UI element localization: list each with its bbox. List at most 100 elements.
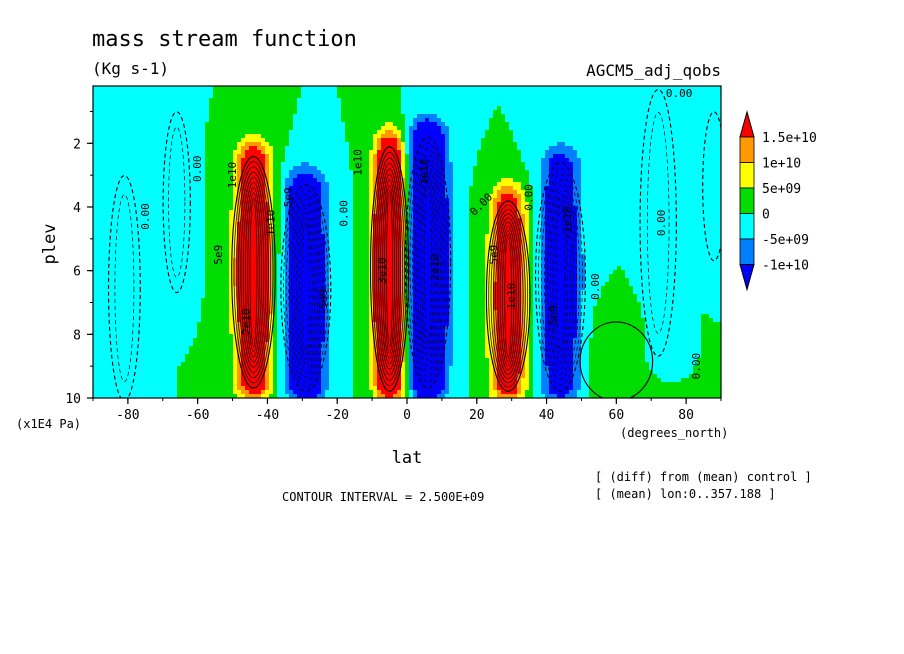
field-cell xyxy=(237,278,270,283)
field-cell xyxy=(317,394,326,398)
field-cell xyxy=(577,214,582,219)
contour-line xyxy=(376,163,403,376)
field-cell xyxy=(409,278,414,283)
field-cell xyxy=(577,250,582,255)
field-cell xyxy=(409,150,414,155)
field-cell xyxy=(273,154,286,159)
field-cell xyxy=(265,138,290,143)
field-cell xyxy=(541,158,550,163)
field-cell xyxy=(533,326,542,331)
field-cell xyxy=(409,226,414,231)
field-cell xyxy=(617,266,622,271)
field-cell xyxy=(285,158,350,163)
contour-line xyxy=(378,168,401,370)
field-cell xyxy=(373,390,378,395)
field-cell xyxy=(545,150,578,155)
field-cell xyxy=(497,258,522,263)
field-cell xyxy=(285,262,290,267)
field-cell xyxy=(449,274,454,279)
field-cell xyxy=(493,330,498,335)
field-cell xyxy=(381,126,398,131)
field-cell xyxy=(349,146,374,151)
field-cell xyxy=(273,314,278,319)
field-cell xyxy=(373,322,378,327)
field-cell xyxy=(593,314,642,319)
field-cell xyxy=(409,246,414,251)
field-cell xyxy=(325,322,330,327)
field-cell xyxy=(453,290,470,295)
field-cell xyxy=(289,138,346,143)
field-cell xyxy=(277,382,286,387)
field-cell xyxy=(541,282,546,287)
field-cell xyxy=(529,302,534,307)
field-cell xyxy=(269,350,274,355)
field-cell xyxy=(549,374,574,379)
field-cell xyxy=(353,350,370,355)
field-cell xyxy=(405,298,410,303)
field-cell xyxy=(265,158,270,163)
field-cell xyxy=(529,286,534,291)
field-cell xyxy=(273,182,282,187)
field-cell xyxy=(573,178,582,183)
field-cell xyxy=(541,258,546,263)
field-cell xyxy=(581,306,594,311)
field-cell xyxy=(377,370,402,375)
field-cell xyxy=(93,306,202,311)
field-cell xyxy=(489,370,494,375)
field-cell xyxy=(373,138,378,143)
field-cell xyxy=(545,250,578,255)
field-cell xyxy=(377,210,402,215)
field-cell xyxy=(641,306,721,311)
field-cell xyxy=(229,302,238,307)
field-cell xyxy=(273,390,278,395)
field-cell xyxy=(401,286,406,291)
field-cell xyxy=(353,258,370,263)
field-cell xyxy=(369,182,374,187)
field-cell xyxy=(289,310,326,315)
field-cell xyxy=(401,130,406,135)
field-cell xyxy=(529,314,534,319)
field-cell xyxy=(529,238,534,243)
field-cell xyxy=(409,378,414,383)
field-cell xyxy=(401,234,406,239)
contour-line xyxy=(283,189,329,388)
field-cell xyxy=(453,182,474,187)
field-cell xyxy=(453,202,470,207)
field-cell xyxy=(329,358,354,363)
field-cell xyxy=(469,386,490,391)
field-cell xyxy=(585,270,614,275)
field-cell xyxy=(241,166,266,171)
field-cell xyxy=(521,186,534,191)
field-cell xyxy=(517,382,522,387)
field-cell xyxy=(549,146,574,151)
field-cell xyxy=(329,282,354,287)
field-cell xyxy=(545,194,574,199)
field-cell xyxy=(525,190,534,195)
field-cell xyxy=(533,350,542,355)
field-cell xyxy=(577,238,582,243)
field-cell xyxy=(285,350,290,355)
field-cell xyxy=(541,186,546,191)
field-cell xyxy=(241,198,266,203)
field-cell xyxy=(489,118,506,123)
field-cell xyxy=(369,358,374,363)
field-cell xyxy=(501,198,518,203)
field-cell xyxy=(521,154,546,159)
field-cell xyxy=(541,290,546,295)
field-cell xyxy=(285,346,290,351)
field-cell xyxy=(469,186,494,191)
field-cell xyxy=(401,278,406,283)
contour-line xyxy=(490,209,526,384)
field-cell xyxy=(205,166,234,171)
field-cell xyxy=(493,274,498,279)
field-cell xyxy=(373,302,402,307)
field-cell xyxy=(413,194,446,199)
field-cell xyxy=(93,202,206,207)
field-cell xyxy=(273,150,286,155)
field-cell xyxy=(517,190,526,195)
field-cell xyxy=(693,370,721,375)
field-cell xyxy=(645,338,702,343)
field-cell xyxy=(645,326,702,331)
field-cell xyxy=(241,162,266,167)
field-cell xyxy=(493,190,498,195)
